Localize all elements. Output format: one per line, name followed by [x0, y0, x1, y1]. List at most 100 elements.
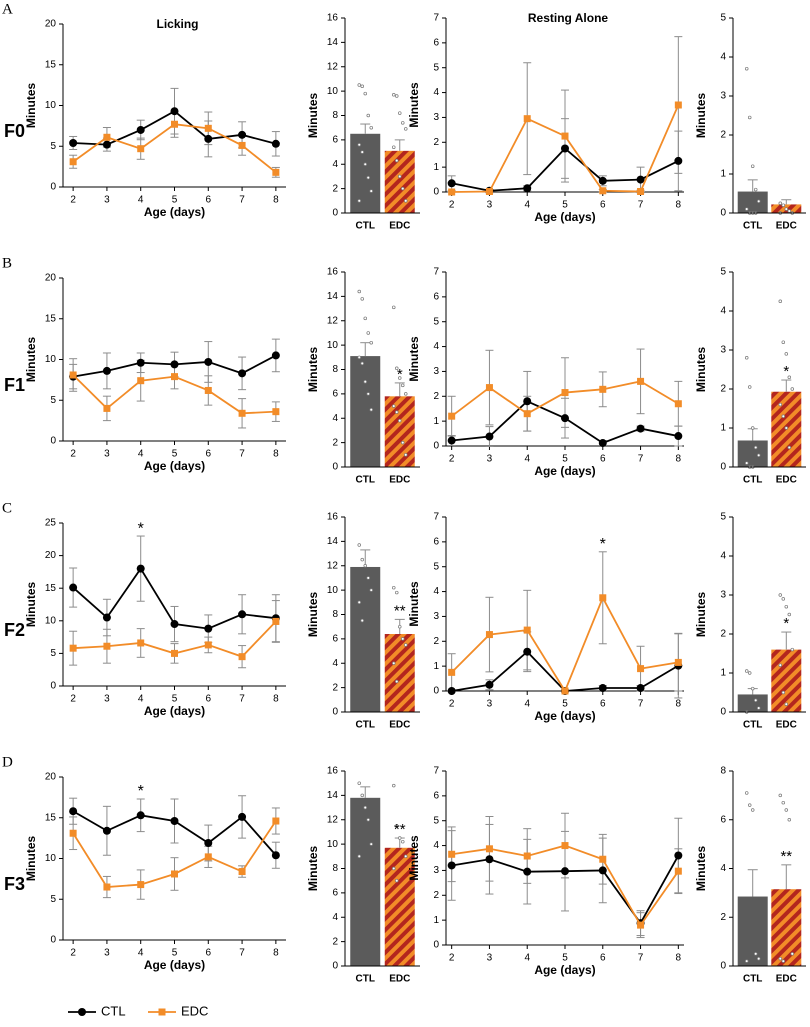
- marker: [485, 680, 494, 689]
- y-tick-label: 10: [45, 354, 57, 365]
- x-axis-label: Age (days): [144, 459, 205, 473]
- data-point: [395, 158, 399, 163]
- x-tick-label: 4: [138, 449, 144, 460]
- data-point: [753, 445, 758, 450]
- data-point: [756, 199, 761, 204]
- marker: [448, 850, 456, 858]
- y-tick-label: 25: [45, 518, 57, 529]
- y-tick-label: 4: [720, 52, 726, 63]
- bar: [350, 133, 381, 213]
- x-axis-label: Age (days): [534, 963, 595, 977]
- x-tick-label: 8: [676, 200, 682, 211]
- x-tick-label: 6: [206, 948, 212, 959]
- error-bar: [360, 342, 371, 357]
- y-tick-label: 0: [332, 961, 338, 972]
- significance-mark: **: [394, 602, 406, 619]
- marker: [561, 842, 569, 850]
- y-tick-label: 1: [720, 668, 726, 679]
- bar: [384, 396, 415, 467]
- marker: [204, 357, 213, 366]
- x-tick-label: 3: [104, 195, 110, 206]
- data-point: [781, 800, 786, 805]
- marker: [136, 564, 145, 573]
- marker: [447, 861, 456, 870]
- y-tick-label: 1: [720, 169, 726, 180]
- marker: [238, 653, 246, 661]
- error-bar: [781, 631, 792, 650]
- data-point: [360, 557, 365, 562]
- marker: [103, 642, 111, 650]
- marker: [171, 373, 178, 381]
- data-point: [357, 781, 362, 785]
- data-point: [357, 355, 362, 360]
- data-point: [395, 590, 399, 595]
- data-point: [747, 671, 752, 675]
- marker: [238, 130, 247, 139]
- x-tick-label: 4: [138, 694, 144, 705]
- marker: [103, 133, 111, 141]
- data-point: [398, 836, 402, 840]
- y-tick-label: 0: [720, 208, 726, 219]
- error-bar: [394, 382, 405, 397]
- y-tick-label: 3: [433, 112, 439, 123]
- data-point: [404, 854, 408, 859]
- data-point: [363, 91, 368, 96]
- marker: [637, 188, 645, 196]
- data-point: [398, 111, 402, 115]
- marker: [448, 668, 456, 676]
- y-tick-label: 2: [720, 130, 726, 141]
- y-tick-label: 4: [720, 306, 726, 317]
- x-tick-label: CTL: [356, 720, 375, 731]
- legend-label: EDC: [181, 1003, 208, 1018]
- legend-marker: [158, 1008, 166, 1016]
- x-tick-label: CTL: [743, 475, 762, 486]
- x-tick-label: CTL: [356, 221, 375, 232]
- y-tick-label: 7: [433, 13, 439, 24]
- data-point: [744, 959, 749, 963]
- y-tick-label: 0: [332, 707, 338, 718]
- y-tick-label: 3: [433, 366, 439, 377]
- error-bar: [781, 379, 792, 392]
- y-tick-label: 15: [45, 59, 57, 70]
- marker: [598, 439, 607, 448]
- y-tick-label: 16: [327, 766, 339, 777]
- x-tick-label: 3: [487, 699, 493, 710]
- y-tick-label: 4: [720, 551, 726, 562]
- x-tick-label: 4: [524, 200, 530, 211]
- y-tick-label: 0: [50, 182, 56, 193]
- bar: [350, 356, 381, 467]
- data-point: [369, 189, 374, 193]
- y-tick-label: 7: [433, 512, 439, 523]
- x-tick-label: 7: [638, 953, 644, 964]
- data-point: [401, 186, 405, 191]
- x-tick-label: CTL: [356, 974, 375, 985]
- significance-mark: **: [780, 848, 792, 865]
- y-axis-label: Minutes: [407, 581, 421, 627]
- series-line: [451, 595, 679, 693]
- x-tick-label: 7: [638, 699, 644, 710]
- x-tick-label: 6: [206, 694, 212, 705]
- y-tick-label: 20: [45, 19, 57, 30]
- data-point: [781, 203, 786, 207]
- y-tick-label: 1: [433, 416, 439, 427]
- data-point: [778, 663, 783, 667]
- panel-letter: D: [2, 754, 13, 770]
- x-tick-label: EDC: [389, 720, 410, 731]
- y-axis-label: Minutes: [407, 82, 421, 128]
- marker: [674, 101, 682, 109]
- data-point: [401, 440, 405, 445]
- bar: [771, 889, 802, 966]
- panel-letter: C: [2, 500, 12, 516]
- marker: [598, 866, 607, 875]
- y-tick-label: 15: [45, 313, 57, 324]
- data-point: [753, 698, 758, 703]
- marker: [447, 436, 456, 445]
- data-point: [369, 340, 374, 345]
- y-tick-label: 20: [45, 772, 57, 783]
- data-point: [756, 453, 761, 458]
- data-point: [369, 125, 374, 130]
- marker: [674, 867, 682, 875]
- legend-label: CTL: [101, 1003, 126, 1018]
- x-tick-label: 5: [172, 948, 178, 959]
- y-tick-label: 10: [327, 585, 339, 596]
